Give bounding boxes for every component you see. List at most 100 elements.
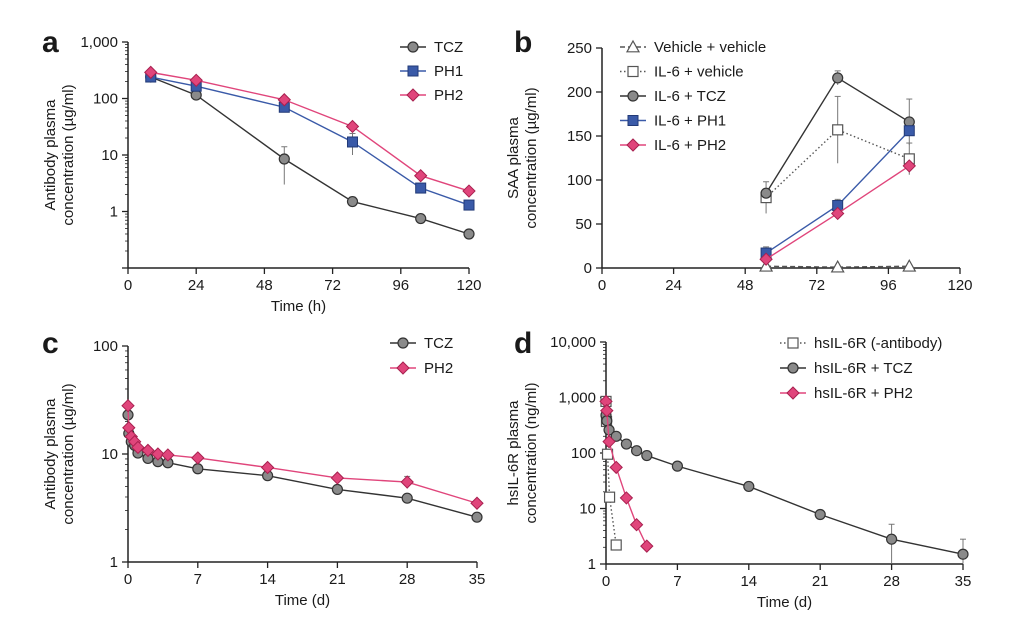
x-tick-label: 96 <box>392 277 409 294</box>
legend-label: IL-6 + TCZ <box>654 88 726 105</box>
x-tick-label: 21 <box>329 571 346 588</box>
legend: Vehicle + vehicle IL-6 + vehicle IL-6 + TC… <box>620 39 766 154</box>
data-point <box>885 533 898 545</box>
data-point <box>619 491 634 505</box>
series-line <box>765 129 910 199</box>
data-point <box>903 125 915 137</box>
x-tick-label: 0 <box>602 573 610 590</box>
series-tcz <box>145 71 475 240</box>
x-axis-label: Time (d) <box>275 592 330 609</box>
data-point <box>415 212 427 225</box>
series-hsil-6r-ph2 <box>599 394 654 553</box>
data-point <box>151 447 165 461</box>
x-tick-label: 120 <box>456 277 481 294</box>
y-tick-label: 100 <box>93 91 118 108</box>
y-tick-label: 100 <box>571 445 596 462</box>
data-point <box>814 508 826 521</box>
data-point <box>415 182 427 194</box>
y-tick-label: 10 <box>101 446 118 463</box>
x-tick-label: 72 <box>324 277 341 294</box>
legend-marker <box>627 115 639 126</box>
x-tick-label: 21 <box>812 573 829 590</box>
legend-label: PH1 <box>434 63 463 80</box>
legend-marker <box>787 362 799 374</box>
x-tick-label: 35 <box>469 571 486 588</box>
series-line <box>605 415 964 555</box>
data-point <box>330 471 345 485</box>
legend: hsIL-6R (-antibody) hsIL-6R + TCZ hsIL-6R … <box>780 335 942 402</box>
x-axis-label: Time (h) <box>271 298 326 315</box>
y-tick-label: 150 <box>567 128 592 145</box>
x-tick-label: 0 <box>124 571 132 588</box>
data-point <box>470 496 484 510</box>
y-axis-label: concentration (µg/ml) <box>523 87 540 228</box>
y-tick-label: 50 <box>575 216 592 233</box>
legend-marker <box>627 65 639 78</box>
series-line <box>127 414 478 518</box>
y-axis-label: concentration (ng/ml) <box>523 383 540 524</box>
data-point <box>902 259 917 272</box>
data-point <box>331 483 343 496</box>
data-point <box>161 448 175 462</box>
legend-marker <box>406 88 420 102</box>
data-point <box>620 438 633 450</box>
data-point <box>671 460 684 472</box>
data-point <box>191 451 205 465</box>
data-point <box>609 460 623 475</box>
y-tick-label: 1,000 <box>80 34 118 51</box>
series-line <box>150 76 470 235</box>
legend: TCZ PH2 <box>390 335 453 377</box>
series-line <box>127 405 478 504</box>
legend-marker <box>625 39 641 53</box>
data-point <box>760 187 772 199</box>
x-tick-label: 7 <box>673 573 681 590</box>
y-tick-label: 0 <box>584 260 592 277</box>
legend-label: hsIL-6R (-antibody) <box>814 335 942 352</box>
data-point <box>602 434 616 449</box>
legend-marker <box>786 386 800 400</box>
x-tick-label: 48 <box>737 277 754 294</box>
y-tick-label: 250 <box>567 40 592 57</box>
legend-label: hsIL-6R + PH2 <box>814 385 913 402</box>
data-point <box>346 195 359 208</box>
panel-letter: c <box>42 327 59 360</box>
data-point <box>832 124 844 136</box>
data-point <box>610 430 622 442</box>
legend-label: PH2 <box>434 87 463 104</box>
x-tick-label: 24 <box>665 277 682 294</box>
series-tcz <box>122 409 483 523</box>
y-axis-label: SAA plasma <box>505 116 522 198</box>
legend-label: Vehicle + vehicle <box>654 39 766 56</box>
x-tick-label: 14 <box>740 573 757 590</box>
data-point <box>401 492 413 504</box>
y-axis-label: Antibody plasma <box>42 99 59 211</box>
legend-label: TCZ <box>424 335 453 352</box>
legend-label: TCZ <box>434 39 463 56</box>
legend-marker <box>396 361 410 375</box>
series-hsil-6r-tcz <box>600 409 969 564</box>
y-tick-label: 100 <box>567 172 592 189</box>
data-point <box>759 252 773 266</box>
data-point <box>131 440 145 455</box>
data-point <box>189 73 203 88</box>
legend: TCZ PH1 PH2 <box>400 39 463 104</box>
data-point <box>640 539 654 553</box>
series-line <box>150 71 470 192</box>
legend-label: IL-6 + PH1 <box>654 113 726 130</box>
legend-marker <box>407 41 419 53</box>
legend-marker <box>407 65 419 77</box>
data-point <box>346 136 358 148</box>
legend-label: PH2 <box>424 360 453 377</box>
y-tick-label: 1 <box>110 204 118 221</box>
y-axis-label: concentration (µg/ml) <box>60 84 77 225</box>
y-tick-label: 1 <box>110 554 118 571</box>
data-point <box>121 398 135 413</box>
x-tick-label: 120 <box>947 277 972 294</box>
series-ph2 <box>144 65 476 198</box>
y-axis-label: Antibody plasma <box>42 398 59 510</box>
data-point <box>400 475 414 489</box>
panel-letter: b <box>514 26 532 59</box>
data-point <box>471 511 483 523</box>
